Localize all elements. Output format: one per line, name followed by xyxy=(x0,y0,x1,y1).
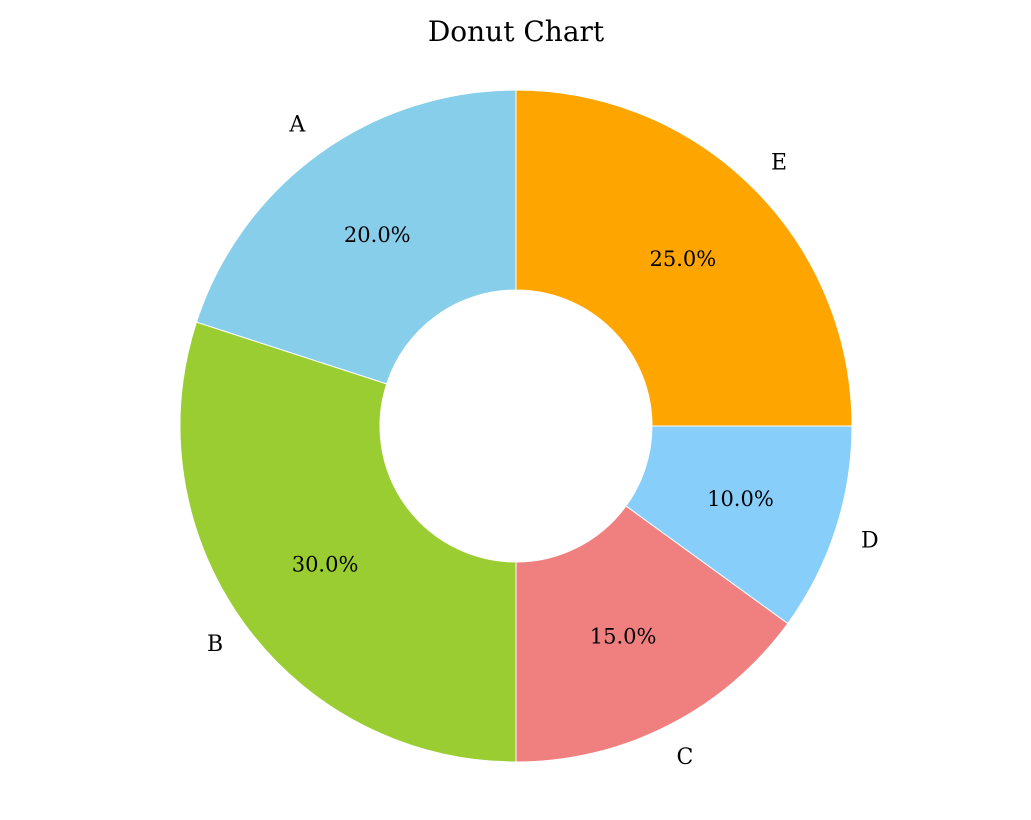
slice-label-b: B xyxy=(207,632,223,657)
slice-label-d: D xyxy=(861,528,879,553)
percent-labels: 20.0% 30.0% 15.0% 10.0% 25.0% xyxy=(292,223,774,648)
percent-label-d: 10.0% xyxy=(707,487,774,511)
slice-label-c: C xyxy=(676,745,693,770)
percent-label-a: 20.0% xyxy=(344,223,411,247)
slice-labels: A B C D E xyxy=(207,113,879,770)
percent-label-c: 15.0% xyxy=(590,624,657,648)
slice-e xyxy=(515,89,853,427)
percent-label-b: 30.0% xyxy=(292,553,359,577)
donut-slices xyxy=(179,89,853,763)
slice-label-e: E xyxy=(771,150,787,175)
percent-label-e: 25.0% xyxy=(650,247,717,271)
chart-title: Donut Chart xyxy=(428,15,605,48)
slice-label-a: A xyxy=(288,113,306,138)
slice-d xyxy=(625,425,853,625)
slice-b xyxy=(179,321,517,763)
slice-a xyxy=(195,89,517,385)
slice-c xyxy=(515,505,789,763)
